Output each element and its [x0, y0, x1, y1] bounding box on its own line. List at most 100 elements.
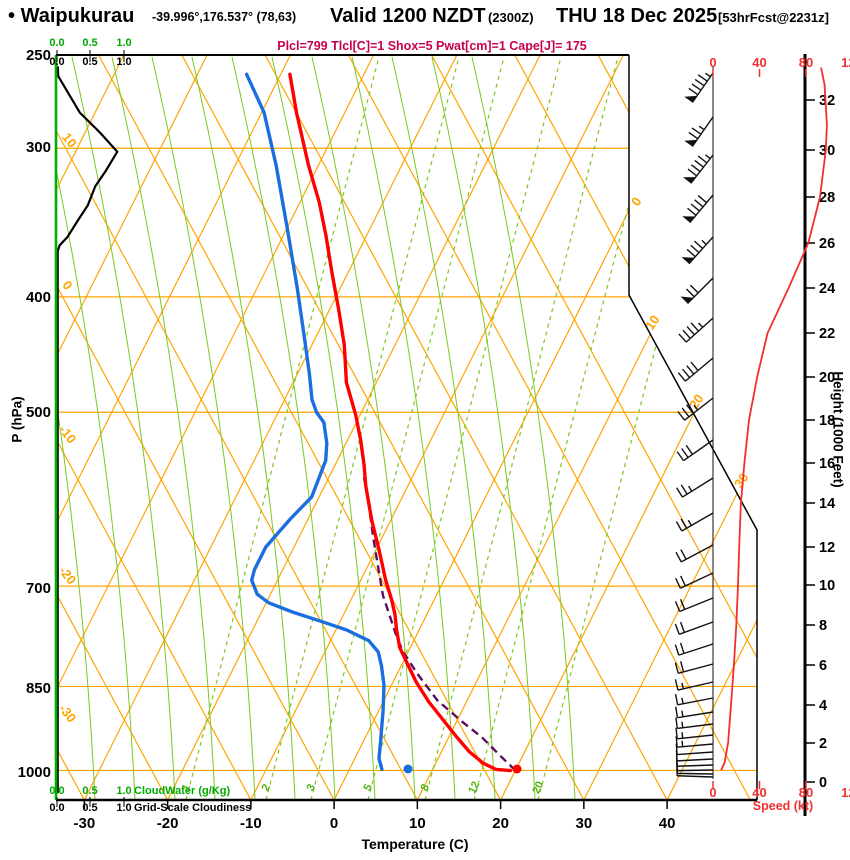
moist-adiabat — [431, 56, 536, 800]
height-axis-label: Height (1000 Feet) — [830, 371, 846, 488]
moist-adiabat — [351, 56, 456, 800]
dry-adiabat-0 — [56, 55, 335, 800]
svg-text:0: 0 — [628, 194, 644, 208]
pressure-axis-label: P (hPa) — [9, 396, 25, 443]
height-tick-label: 32 — [819, 93, 835, 109]
speed-tick-top: 120 — [841, 55, 850, 70]
sfc-temp-dot — [512, 764, 522, 774]
temperature-curve — [288, 72, 513, 773]
speed-tick-bottom: 40 — [752, 785, 766, 800]
svg-text:0: 0 — [59, 278, 75, 293]
cloudwater-scale-top-0: 0.0 — [49, 37, 65, 49]
sfc-dew-dot — [403, 764, 413, 774]
cloudiness-scale-bot-0: 0.0 — [49, 802, 65, 814]
height-tick-label: 6 — [819, 658, 827, 674]
speed-tick-bottom: 80 — [799, 785, 813, 800]
surface-temperature-dot — [512, 764, 522, 774]
pressure-tick-label: 700 — [26, 580, 51, 597]
cloudiness-axis-label: Grid-Scale Cloudiness — [134, 802, 252, 814]
dry-adiabat--10 — [56, 55, 252, 800]
dry-adiabat-50 — [347, 55, 751, 800]
wind-barb — [675, 706, 714, 719]
temperature-tick-label: 10 — [409, 815, 426, 832]
height-tick-label: 10 — [819, 578, 835, 594]
height-tick-label: 28 — [819, 190, 835, 206]
cloudiness-scale-top-1: 1.0 — [116, 56, 132, 68]
pressure-axis: 250 300 400 500 700 850 1000 — [18, 47, 51, 781]
moist-adiabat — [471, 56, 576, 800]
wind-barb — [675, 727, 714, 740]
isotherm--70 — [56, 55, 125, 800]
height-tick-label: 16 — [819, 456, 835, 472]
isotherm--20 — [167, 55, 541, 800]
wind-barb — [675, 572, 714, 589]
moist-adiabat — [111, 56, 216, 800]
isotherm-0 — [333, 55, 708, 800]
valid-time-utc: (2300Z) — [488, 10, 534, 25]
dry-adiabat-30 — [181, 55, 585, 800]
pressure-tick-label: 850 — [26, 680, 51, 697]
cloudiness-curve — [56, 66, 119, 794]
dry-adiabat-10 — [56, 55, 418, 800]
height-tick-label: 26 — [819, 236, 835, 252]
isotherm--10 — [250, 55, 624, 800]
svg-text:-20: -20 — [56, 563, 79, 587]
wind-barb — [674, 597, 714, 613]
wind-barb — [684, 116, 714, 147]
station-coordinates: -39.996°,176.537° (78,63) — [152, 10, 297, 24]
pressure-tick-label: 500 — [26, 404, 51, 421]
cloudiness-scale-top-0: 0.0 — [49, 56, 65, 68]
svg-text:20: 20 — [530, 780, 546, 796]
svg-text:-30: -30 — [56, 701, 79, 725]
height-tick-label: 2 — [819, 736, 827, 752]
dewpoint-curve — [244, 72, 386, 772]
sounding-indices: Plcl=799 Tlcl[C]=1 Shox=5 Pwat[cm]=1 Cap… — [277, 39, 587, 53]
valid-time: Valid 1200 NZDT — [330, 5, 486, 27]
wind-barb — [675, 544, 714, 563]
cloudwater-scale-bot-1: 1.0 — [116, 785, 132, 797]
plot-border — [56, 54, 758, 802]
speed-tick-top: 80 — [799, 55, 813, 70]
height-tick-label: 18 — [819, 413, 835, 429]
moist-adiabat — [191, 56, 296, 800]
dry-adiabat--20 — [56, 55, 169, 800]
isotherm-10 — [416, 55, 757, 800]
moist-adiabat — [56, 56, 136, 800]
wind-barb — [678, 317, 714, 343]
height-tick-label: 24 — [819, 281, 835, 297]
wind-barb — [677, 357, 714, 382]
temperature-tick-label: -30 — [74, 815, 96, 832]
wind-barb — [677, 397, 714, 421]
moist-adiabat — [391, 56, 496, 800]
wind-speed-profile — [720, 67, 828, 771]
svg-text:10: 10 — [59, 130, 80, 151]
svg-text:3: 3 — [305, 782, 318, 793]
temperature-tick-label: -20 — [157, 815, 179, 832]
wind-barb — [676, 764, 714, 778]
cloudwater-scale-bot-0: 0.0 — [49, 785, 65, 797]
wind-barb — [681, 236, 714, 265]
svg-text:2: 2 — [260, 782, 273, 793]
mixing-ratio-line-12 — [473, 56, 668, 800]
station-title: • Waipukurau — [8, 5, 135, 27]
speed-axis-label: Speed (kt) — [752, 799, 814, 813]
wind-barb — [674, 661, 714, 674]
skewt-grid — [56, 55, 757, 800]
height-tick-label: 0 — [819, 775, 827, 791]
svg-text:5: 5 — [362, 782, 375, 793]
dewpoint-curve — [244, 72, 386, 772]
speed-curve — [720, 67, 828, 771]
cloudiness-scale-bot-05: 0.5 — [82, 802, 98, 814]
temperature-tick-label: 20 — [492, 815, 509, 832]
temperature-tick-label: 30 — [576, 815, 593, 832]
height-tick-label: 22 — [819, 326, 835, 342]
wind-barb — [675, 512, 714, 532]
isotherm-40 — [666, 55, 757, 800]
pressure-tick-label: 250 — [26, 47, 51, 64]
bullet-icon: • — [8, 5, 16, 27]
wind-barb — [683, 154, 714, 184]
